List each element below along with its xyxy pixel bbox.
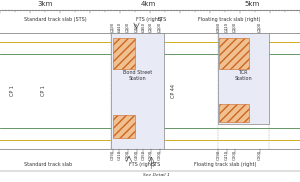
Text: C390: C390 xyxy=(216,22,220,32)
Text: CP 1: CP 1 xyxy=(10,86,14,96)
Text: C300: C300 xyxy=(148,22,153,32)
Text: C300: C300 xyxy=(232,22,237,32)
Text: FTS (right): FTS (right) xyxy=(136,17,162,22)
Bar xyxy=(218,33,268,124)
Text: STS: STS xyxy=(158,17,167,22)
Text: 5km: 5km xyxy=(244,1,260,7)
Text: Floating track slab (right): Floating track slab (right) xyxy=(194,162,256,167)
Text: C400: C400 xyxy=(134,150,139,160)
Text: TCR
Station: TCR Station xyxy=(234,70,252,81)
Text: C300: C300 xyxy=(148,150,153,160)
Text: CP 44: CP 44 xyxy=(171,84,176,98)
Text: Bond Street
Station: Bond Street Station xyxy=(123,70,152,81)
Text: C350: C350 xyxy=(141,150,146,160)
Text: C410: C410 xyxy=(224,22,229,32)
Bar xyxy=(112,38,135,69)
Text: C400: C400 xyxy=(134,22,139,32)
Bar xyxy=(112,115,135,138)
Text: 3km: 3km xyxy=(37,1,53,7)
Text: C300: C300 xyxy=(125,150,130,160)
Bar xyxy=(219,104,249,122)
Text: C410: C410 xyxy=(224,150,229,160)
Text: CP 1: CP 1 xyxy=(41,86,46,96)
Text: C300: C300 xyxy=(257,22,262,32)
Text: C300: C300 xyxy=(158,22,162,32)
Text: C410: C410 xyxy=(117,22,122,32)
Text: 4km: 4km xyxy=(141,1,156,7)
Text: See Detail 1: See Detail 1 xyxy=(142,173,170,177)
Bar xyxy=(219,38,249,69)
Text: C410: C410 xyxy=(117,150,122,160)
Text: C390: C390 xyxy=(110,22,115,32)
Text: C300: C300 xyxy=(125,22,130,32)
Text: FTS (right): FTS (right) xyxy=(129,162,155,167)
Text: C300: C300 xyxy=(257,150,262,160)
Text: C350: C350 xyxy=(141,22,146,32)
Bar xyxy=(111,33,164,149)
Text: STS: STS xyxy=(152,162,161,167)
Text: C390: C390 xyxy=(110,150,115,160)
Text: Floating track slab (right): Floating track slab (right) xyxy=(198,17,260,22)
Text: C300: C300 xyxy=(158,150,162,160)
Text: C300: C300 xyxy=(232,150,237,160)
Text: Standard track slab (STS): Standard track slab (STS) xyxy=(24,17,87,22)
Text: C390: C390 xyxy=(216,150,220,160)
Text: Standard track slab: Standard track slab xyxy=(24,162,72,167)
